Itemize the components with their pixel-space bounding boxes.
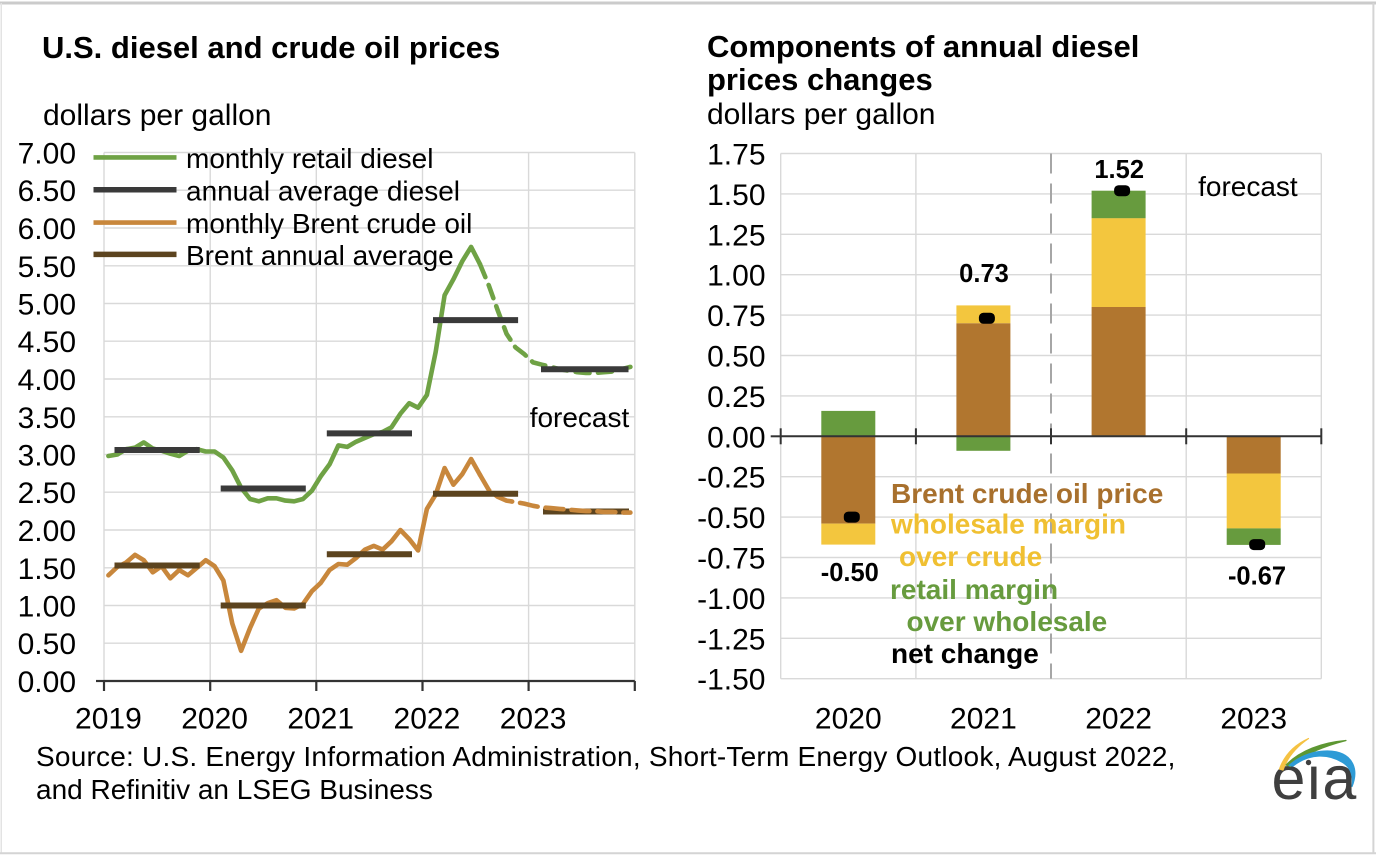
svg-text:0.00: 0.00 [707,421,765,454]
svg-text:0.25: 0.25 [707,381,765,414]
svg-text:0.50: 0.50 [707,341,765,374]
svg-text:-0.67: -0.67 [1228,563,1286,591]
svg-text:5.00: 5.00 [18,289,76,322]
svg-text:4.50: 4.50 [18,326,76,359]
svg-text:2020: 2020 [181,703,248,736]
svg-text:prices changes: prices changes [707,62,933,97]
svg-text:3.50: 3.50 [18,402,76,435]
svg-text:2022: 2022 [1085,703,1152,736]
svg-text:1.25: 1.25 [707,219,765,252]
svg-text:2.50: 2.50 [18,477,76,510]
svg-text:0.50: 0.50 [18,628,76,661]
svg-text:2023: 2023 [1220,703,1287,736]
svg-text:2021: 2021 [950,703,1017,736]
svg-text:-0.50: -0.50 [697,502,765,535]
svg-text:-1.25: -1.25 [697,623,765,656]
svg-text:1.75: 1.75 [707,139,765,172]
svg-text:-0.25: -0.25 [697,462,765,495]
svg-text:retail margin: retail margin [890,574,1058,605]
svg-text:and Refinitiv an LSEG Business: and Refinitiv an LSEG Business [36,774,433,805]
svg-text:Brent crude oil price: Brent crude oil price [891,478,1163,509]
svg-text:-0.50: -0.50 [821,559,879,587]
svg-text:7.00: 7.00 [18,138,76,171]
svg-text:Components of annual diesel: Components of annual diesel [707,29,1139,64]
svg-text:2021: 2021 [287,703,354,736]
svg-text:Source: U.S. Energy Informatio: Source: U.S. Energy Information Administ… [36,741,1176,772]
svg-text:annual average diesel: annual average diesel [186,175,460,206]
svg-text:monthly retail diesel: monthly retail diesel [186,143,433,174]
svg-text:dollars per gallon: dollars per gallon [707,98,935,131]
svg-text:1.52: 1.52 [1094,156,1144,184]
svg-text:wholesale margin: wholesale margin [890,509,1126,540]
svg-text:-0.75: -0.75 [697,543,765,576]
svg-text:monthly Brent crude oil: monthly Brent crude oil [186,208,472,239]
svg-text:0.75: 0.75 [707,300,765,333]
svg-text:2019: 2019 [75,703,142,736]
svg-text:6.50: 6.50 [18,175,76,208]
svg-text:3.00: 3.00 [18,440,76,473]
svg-text:4.00: 4.00 [18,364,76,397]
svg-text:net change: net change [891,638,1039,669]
svg-text:U.S. diesel and crude oil pric: U.S. diesel and crude oil prices [42,30,500,65]
svg-text:6.00: 6.00 [18,213,76,246]
svg-text:2022: 2022 [394,703,461,736]
svg-text:-1.00: -1.00 [697,583,765,616]
svg-text:2.00: 2.00 [18,515,76,548]
svg-text:over wholesale: over wholesale [907,606,1108,637]
svg-text:1.00: 1.00 [707,260,765,293]
svg-text:5.50: 5.50 [18,251,76,284]
svg-text:2023: 2023 [500,703,567,736]
svg-text:-1.50: -1.50 [697,664,765,697]
svg-text:1.50: 1.50 [18,553,76,586]
svg-text:1.50: 1.50 [707,179,765,212]
svg-text:0.00: 0.00 [18,666,76,699]
svg-text:0.73: 0.73 [959,260,1009,288]
svg-text:over crude: over crude [899,541,1042,572]
svg-text:Brent annual average: Brent annual average [186,240,454,271]
svg-text:1.00: 1.00 [18,591,76,624]
svg-text:2020: 2020 [815,703,882,736]
svg-text:forecast: forecast [1198,171,1298,202]
svg-text:dollars per gallon: dollars per gallon [43,99,271,132]
svg-text:forecast: forecast [530,402,630,433]
